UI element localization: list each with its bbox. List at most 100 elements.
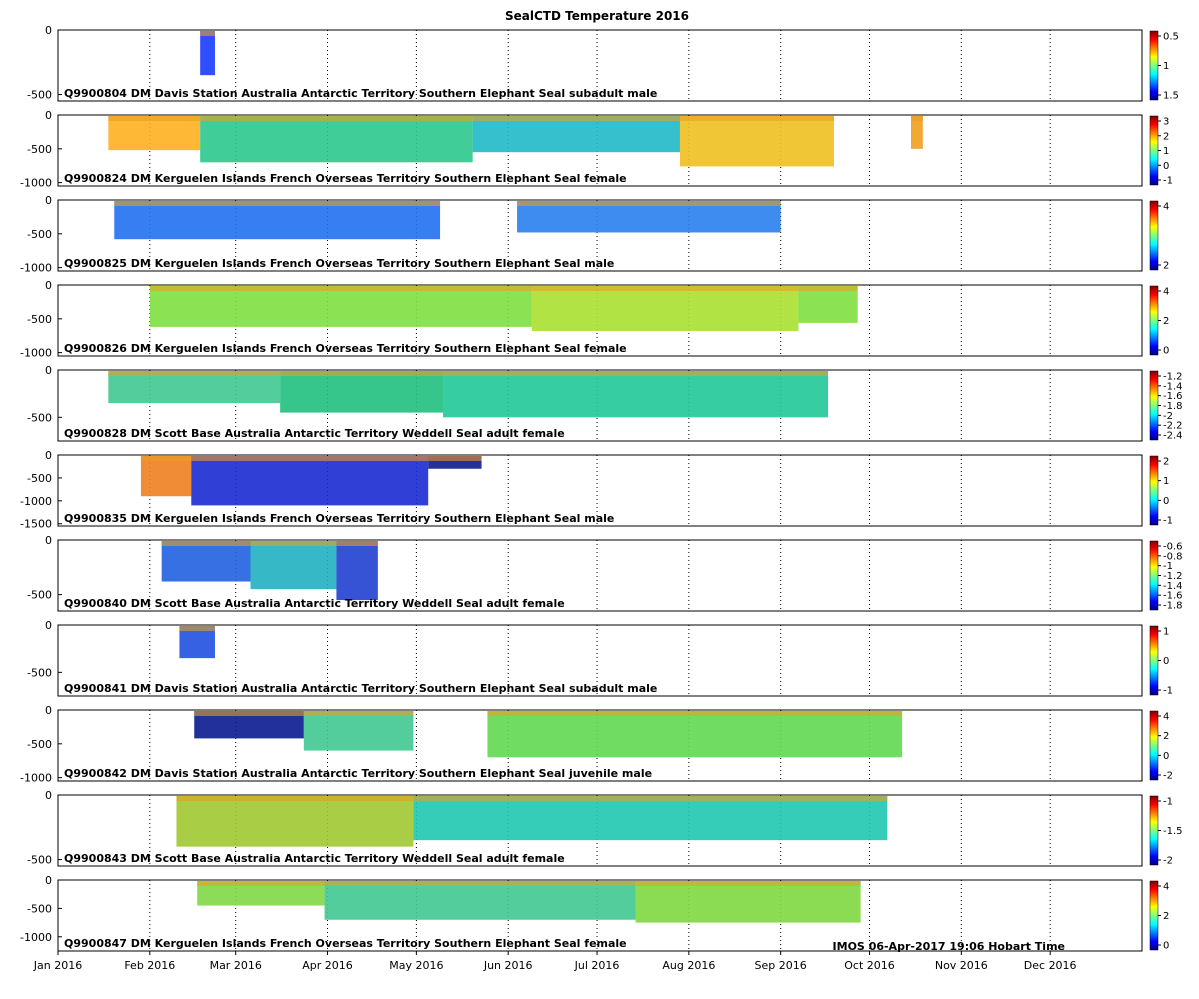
y-tick-label: -500 bbox=[27, 589, 52, 602]
profile-track bbox=[176, 796, 414, 847]
colorbar-tick-label: -1 bbox=[1163, 686, 1173, 697]
y-tick-label: -1000 bbox=[20, 495, 52, 508]
panel-label: Q9900828 DM Scott Base Australia Antarct… bbox=[64, 427, 565, 440]
profile-track bbox=[200, 116, 473, 163]
surface-band bbox=[443, 371, 829, 376]
colorbar-tick-label: 1 bbox=[1163, 146, 1169, 157]
colorbar bbox=[1149, 710, 1159, 781]
panel-label: Q9900835 DM Kerguelen Islands French Ove… bbox=[64, 512, 614, 525]
panel-label: Q9900824 DM Kerguelen Islands French Ove… bbox=[64, 172, 627, 185]
figure-title: SealCTD Temperature 2016 bbox=[505, 9, 689, 23]
x-tick-label: Dec 2016 bbox=[1024, 959, 1077, 972]
colorbar-tick-label: -1.8 bbox=[1163, 401, 1183, 412]
panel-6: 0 -500 -1000 -1500 Q9900835 DM Kerguelen Isl… bbox=[20, 449, 1173, 531]
colorbar-tick-label: -2 bbox=[1163, 856, 1173, 867]
surface-band bbox=[108, 116, 201, 121]
y-tick-label: -500 bbox=[27, 666, 52, 679]
y-tick-label: -500 bbox=[27, 738, 52, 751]
y-tick-label: -1000 bbox=[20, 347, 52, 360]
profile-track bbox=[191, 456, 429, 506]
panel-1: 0 -500 Q9900804 DM Davis Station Australia… bbox=[27, 24, 1179, 102]
colorbar-tick-label: 1 bbox=[1163, 476, 1169, 487]
profile-track bbox=[179, 626, 215, 659]
panel-5: 0 -500 Q9900828 DM Scott Base Australia An… bbox=[27, 364, 1183, 442]
colorbar-tick-label: 0 bbox=[1163, 161, 1169, 172]
colorbar-tick-label: -1 bbox=[1163, 176, 1173, 187]
colorbar-tick-label: -0.8 bbox=[1163, 551, 1183, 562]
colorbar bbox=[1149, 795, 1159, 866]
colorbar-tick-label: 0 bbox=[1163, 751, 1169, 762]
y-tick-label: 0 bbox=[45, 704, 52, 717]
y-tick-label: 0 bbox=[45, 24, 52, 37]
x-tick-label: Apr 2016 bbox=[302, 959, 353, 972]
profile-track bbox=[635, 881, 861, 923]
colorbar-tick-label: -2 bbox=[1163, 411, 1173, 422]
profile-track bbox=[161, 541, 251, 582]
profile-track bbox=[443, 371, 829, 418]
y-tick-label: -500 bbox=[27, 902, 52, 915]
profile-track bbox=[517, 201, 781, 233]
x-axis: Jan 2016 Feb 2016 Mar 2016 Apr 2016 May 2016… bbox=[33, 951, 1077, 972]
surface-band bbox=[194, 711, 304, 716]
colorbar-tick-label: 2 bbox=[1163, 261, 1169, 272]
colorbar-tick-label: 1 bbox=[1163, 61, 1169, 72]
profile-track bbox=[336, 541, 378, 601]
x-tick-label: Feb 2016 bbox=[124, 959, 175, 972]
y-tick-label: -500 bbox=[27, 89, 52, 102]
panel-label: Q9900826 DM Kerguelen Islands French Ove… bbox=[64, 342, 627, 355]
footer-timestamp: IMOS 06-Apr-2017 19:06 Hobart Time bbox=[833, 940, 1065, 953]
surface-band bbox=[108, 371, 281, 376]
profile-track bbox=[200, 31, 215, 76]
panel-label: Q9900804 DM Davis Station Australia Anta… bbox=[64, 87, 657, 100]
y-tick-label: -1500 bbox=[20, 518, 52, 531]
surface-band bbox=[472, 116, 680, 121]
colorbar-tick-label: 2 bbox=[1163, 911, 1169, 922]
colorbar-tick-label: -1.2 bbox=[1163, 372, 1183, 383]
colorbar bbox=[1149, 370, 1159, 441]
x-tick-label: Oct 2016 bbox=[844, 959, 895, 972]
panel-2: 0 -500 -1000 Q9900824 DM Kerguelen Islands … bbox=[20, 109, 1173, 190]
panel-label: Q9900847 DM Kerguelen Islands French Ove… bbox=[64, 937, 627, 950]
panel-8: 0 -500 Q9900841 DM Davis Station Australia… bbox=[27, 619, 1173, 697]
colorbar-tick-label: -1.8 bbox=[1163, 601, 1183, 612]
x-tick-label: Aug 2016 bbox=[662, 959, 715, 972]
colorbar-tick-label: 2 bbox=[1163, 731, 1169, 742]
panel-11: 0 -500 -1000 Q9900847 DM Kerguelen Islands … bbox=[20, 874, 1169, 952]
profile-track bbox=[798, 286, 858, 323]
profile-track bbox=[149, 286, 532, 327]
colorbar-tick-label: -2.2 bbox=[1163, 421, 1183, 432]
panel-4: 0 -500 -1000 Q9900826 DM Kerguelen Islands … bbox=[20, 279, 1169, 360]
surface-band bbox=[910, 116, 923, 121]
panel-9: 0 -500 -1000 Q9900842 DM Davis Station Aust… bbox=[20, 704, 1173, 785]
surface-band bbox=[149, 286, 532, 291]
surface-band bbox=[531, 286, 799, 291]
surface-band bbox=[336, 541, 378, 546]
panel-10: 0 -500 Q9900843 DM Scott Base Australia An… bbox=[27, 789, 1182, 867]
surface-band bbox=[200, 31, 215, 36]
y-tick-label: -1000 bbox=[20, 931, 52, 944]
colorbar-tick-label: 0 bbox=[1163, 941, 1169, 952]
y-tick-label: -500 bbox=[27, 228, 52, 241]
colorbar-tick-label: -1 bbox=[1163, 561, 1173, 572]
surface-band bbox=[303, 711, 414, 716]
colorbar bbox=[1149, 115, 1159, 186]
x-tick-label: Mar 2016 bbox=[210, 959, 262, 972]
colorbar bbox=[1149, 285, 1159, 356]
surface-band bbox=[635, 881, 861, 886]
colorbar-tick-label: 0.5 bbox=[1163, 32, 1179, 43]
colorbar-tick-label: -1.6 bbox=[1163, 391, 1183, 402]
colorbar-tick-label: 2 bbox=[1163, 316, 1169, 327]
surface-band bbox=[250, 541, 337, 546]
colorbar-tick-label: 2 bbox=[1163, 131, 1169, 142]
panel-frame bbox=[57, 624, 1143, 697]
colorbar-tick-label: 4 bbox=[1163, 287, 1169, 298]
surface-band bbox=[114, 201, 441, 206]
colorbar bbox=[1149, 455, 1159, 526]
y-tick-label: 0 bbox=[45, 279, 52, 292]
colorbar bbox=[1149, 30, 1159, 101]
y-tick-label: -500 bbox=[27, 472, 52, 485]
colorbar-tick-label: 2 bbox=[1163, 457, 1169, 468]
colorbar-tick-label: -1.4 bbox=[1163, 581, 1183, 592]
panel-label: Q9900825 DM Kerguelen Islands French Ove… bbox=[64, 257, 614, 270]
